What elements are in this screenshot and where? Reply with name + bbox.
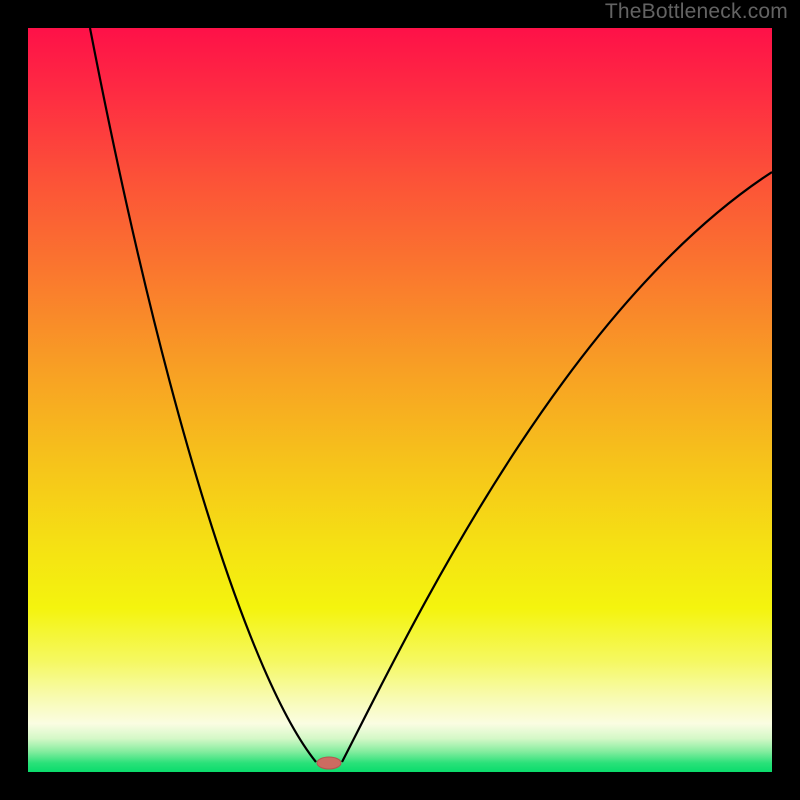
- bottleneck-marker: [317, 757, 341, 769]
- gradient-background: [28, 28, 772, 772]
- chart-container: { "watermark": { "text": "TheBottleneck.…: [0, 0, 800, 800]
- bottleneck-chart: [0, 0, 800, 800]
- watermark-text: TheBottleneck.com: [605, 0, 788, 24]
